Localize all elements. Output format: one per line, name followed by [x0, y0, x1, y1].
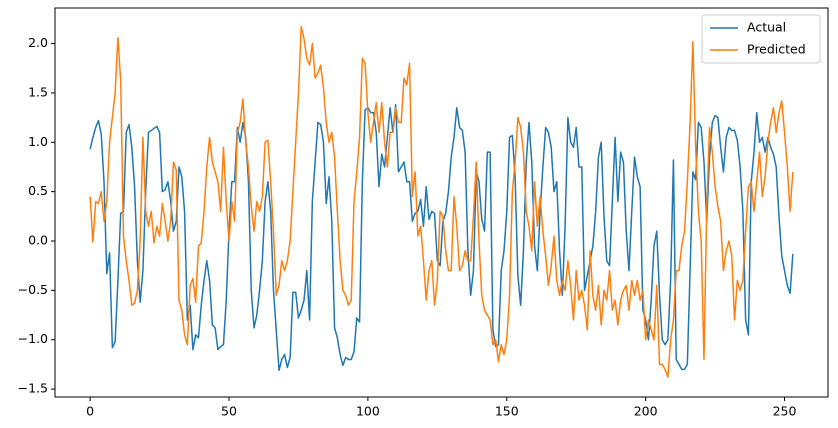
y-tick-label: 1.5: [28, 84, 48, 99]
y-tick-label: 0.0: [28, 233, 48, 248]
x-tick-label: 150: [495, 404, 519, 419]
series-line: [89, 26, 794, 378]
legend-label: Predicted: [747, 42, 806, 57]
y-tick-label: −0.5: [18, 282, 48, 297]
plot-area: [89, 26, 794, 378]
legend-box: [701, 14, 821, 64]
x-tick-label: 200: [634, 404, 658, 419]
legend-label: Actual: [747, 20, 786, 35]
axes-frame: [54, 7, 829, 398]
x-tick-label: 50: [221, 404, 237, 419]
x-tick-label: 100: [356, 404, 380, 419]
x-tick-label: 0: [86, 404, 94, 419]
y-tick-label: −1.0: [18, 331, 48, 346]
y-tick-label: −1.5: [18, 381, 48, 396]
x-tick-label: 250: [773, 404, 797, 419]
y-tick-label: 1.0: [28, 134, 48, 149]
y-tick-label: 2.0: [28, 35, 48, 50]
series-line: [89, 104, 794, 372]
y-tick-label: 0.5: [28, 183, 48, 198]
